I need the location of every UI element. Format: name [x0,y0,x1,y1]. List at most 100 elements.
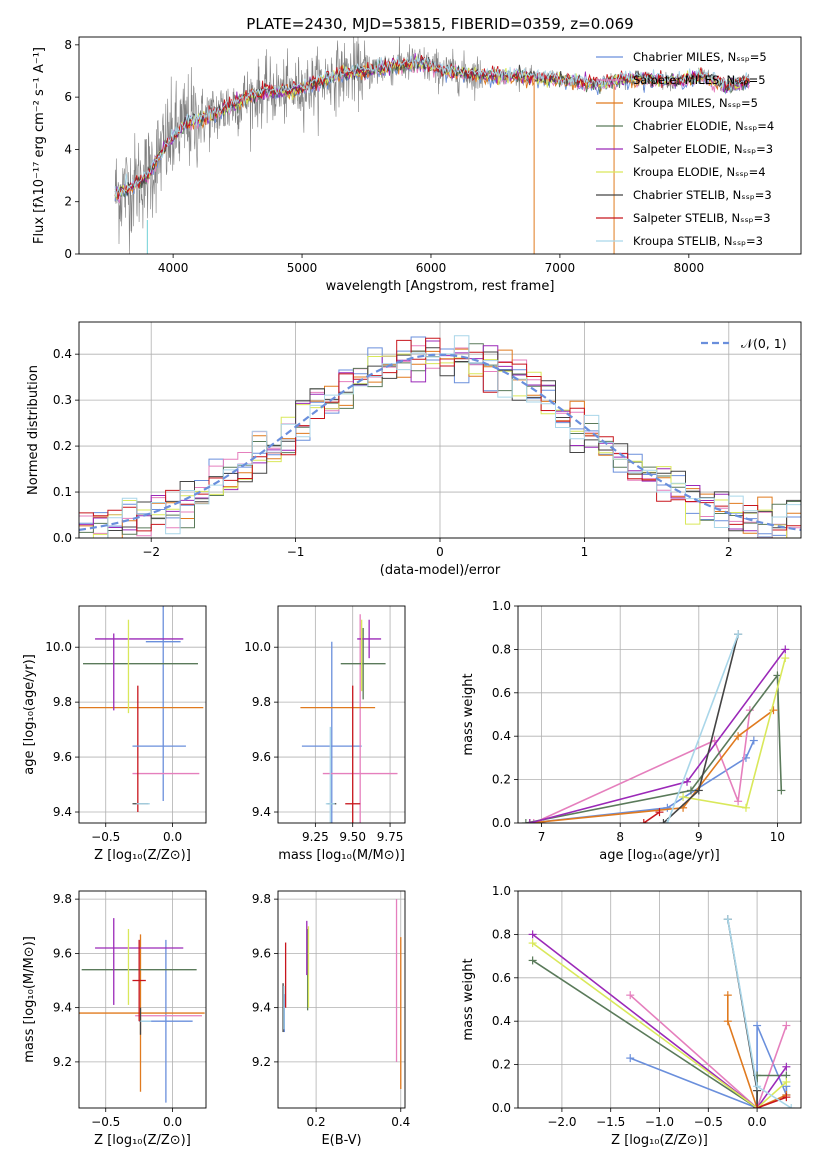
plus-marker [781,645,790,654]
x-tick-label: −1 [287,545,305,559]
x-tick-label: 10 [770,830,785,844]
y-tick-label: 0.8 [492,642,511,656]
y-tick-label: 0.4 [53,347,72,361]
y-tick-label: 0.6 [492,686,511,700]
y-axis-label: age [log₁₀(age/yr)] [22,654,37,775]
x-axis-label: mass [log₁₀(M/M⊙)] [278,848,405,863]
panel-spectrum: 4000 5000 6000 7000 8000 0 2 4 6 8 wavelength [Ang… [32,36,802,294]
x-axis-label: Z [log₁₀(Z/Z⊙)] [94,848,191,863]
panel-residuals: −2 −1 0 1 2 0.0 0.1 0.2 0.3 0.4 (data-model)/error… [26,321,802,578]
model-line [114,55,750,198]
y-tick-label: 0.4 [492,1014,511,1028]
y-tick-label: 2 [64,195,72,209]
plus-marker [787,1104,796,1108]
plot-area [300,614,398,823]
plus-marker [781,654,790,663]
y-tick-label: 0.6 [492,971,511,985]
y-tick-label: 4 [64,142,72,156]
axes-frame [517,605,802,824]
y-tick-label: 0.4 [492,729,511,743]
axes-frame [277,605,406,824]
x-axis-label: (data-model)/error [380,563,501,578]
x-tick-label: 7 [538,830,546,844]
legend-label: Chabrier STELIB, Nₛₛₚ=3 [633,188,772,202]
legend: Chabrier MILES, Nₛₛₚ=5 Salpeter MILES, Nₛ… [596,50,774,248]
plot-area [114,37,750,254]
plus-marker [723,1017,732,1026]
y-tick-label: 0.1 [53,485,72,499]
plus-marker [528,956,537,965]
y-tick-label: 9.8 [252,695,271,709]
plus-marker [777,786,786,795]
mass-weight-line [643,811,660,823]
plus-marker [655,808,664,817]
x-tick-label: 9.25 [302,830,329,844]
x-tick-label: −1.0 [645,1115,674,1129]
panel-weight-vs-Z: −2.0 −1.5 −1.0 −0.5 0.0 0.0 0.2 0.4 0.6 0.8 1.0 Z [… [461,884,802,1148]
axes-frame [78,321,802,539]
plus-marker [663,819,672,823]
plus-marker [734,797,743,806]
error-bar-point [325,726,335,823]
plus-marker [734,630,743,639]
plus-marker [749,736,758,745]
legend-label: Chabrier ELODIE, Nₛₛₚ=4 [633,119,774,133]
y-tick-label: 9.4 [53,805,72,819]
plot-area [79,606,204,813]
error-bar-point [145,606,181,802]
mass-weight-line [727,995,787,1108]
x-axis-label: Z [log₁₀(Z/Z⊙)] [611,1133,708,1148]
legend-label: Salpeter STELIB, Nₛₛₚ=3 [633,211,771,225]
y-tick-label: 0.8 [492,927,511,941]
y-tick-label: 1.0 [492,884,511,898]
x-tick-label: 0.0 [748,1115,767,1129]
plus-marker [782,1021,791,1030]
y-tick-label: 9.4 [53,1001,72,1015]
x-tick-label: 5000 [287,261,318,275]
y-tick-label: 9.8 [53,892,72,906]
axes-frame [78,36,802,255]
y-tick-label: 0.3 [53,393,72,407]
plot-area [528,915,796,1108]
mass-weight-line [529,740,755,823]
axes-frame [78,605,207,824]
y-axis-label: mass [log₁₀(M/M⊙)] [22,936,37,1063]
mass-weight-line [727,919,792,1108]
mass-weight-line [629,994,788,1108]
y-tick-label: 9.4 [252,1001,271,1015]
mass-weight-line [529,709,774,823]
y-tick-label: 9.4 [252,805,271,819]
y-tick-label: 9.8 [53,695,72,709]
plus-marker [741,803,750,812]
mass-weight-line [666,633,739,823]
histogram-line [79,337,801,538]
y-tick-label: 0.2 [492,1058,511,1072]
x-tick-label: 6000 [416,261,447,275]
plus-marker [663,803,672,812]
error-bar-point [132,939,146,1022]
x-axis-label: age [log₁₀(age/yr)] [599,848,720,863]
plot-area [521,630,790,823]
plus-marker [753,1104,762,1108]
x-tick-label: −0.5 [91,830,120,844]
error-bar-point [340,627,386,700]
panel-age-vs-Z: −0.5 0.0 9.4 9.6 9.8 10.0 Z [log₁₀(Z/Z⊙)] age [… [22,605,207,863]
y-tick-label: 8 [64,38,72,52]
x-axis-label: Z [log₁₀(Z/Z⊙)] [94,1133,191,1148]
legend-label: Kroupa STELIB, Nₛₛₚ=3 [633,234,763,248]
y-tick-label: 6 [64,90,72,104]
y-axis-label: Normed distribution [26,365,41,495]
mass-weight-line [525,673,783,823]
legend-label: Salpeter ELODIE, Nₛₛₚ=3 [633,142,773,156]
x-tick-label: −2.0 [547,1115,576,1129]
y-tick-label: 9.6 [53,946,72,960]
plot-area [79,918,205,1103]
axes-frame [78,890,207,1109]
y-tick-label: 0.0 [53,531,72,545]
gaussian-reference-line [79,353,801,531]
y-axis-label: Flux [fλ10⁻¹⁷ erg cm⁻² s⁻¹ A⁻¹] [32,47,47,244]
x-tick-label: 7000 [545,261,576,275]
x-tick-label: 0 [436,545,444,559]
x-tick-label: 9.50 [339,830,366,844]
